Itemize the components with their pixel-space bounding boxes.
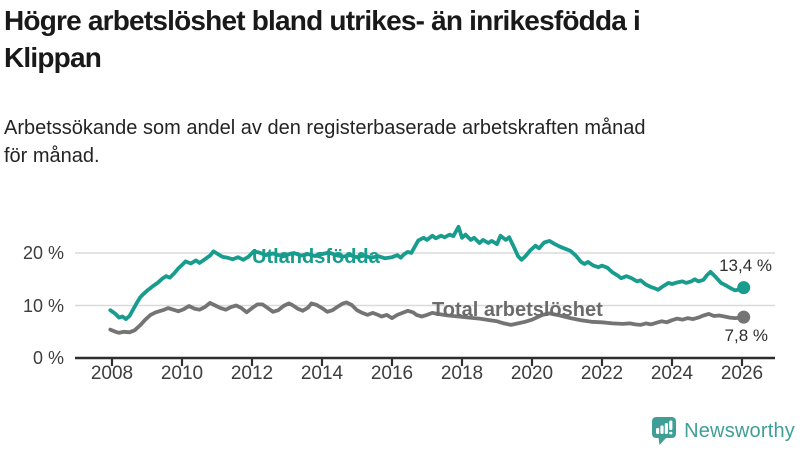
chart-subtitle-line2: för månad. — [4, 145, 100, 167]
series-line-0 — [108, 224, 746, 322]
series-end-dot-1 — [737, 310, 751, 324]
page-title-line2: Klippan — [4, 42, 102, 73]
x-tick-label-2024: 2024 — [650, 363, 694, 384]
brand-name: Newsworthy — [684, 419, 795, 442]
end-value-label-utlandsfodda: 13,4 % — [719, 256, 772, 275]
newsworthy-badge-icon — [652, 417, 677, 445]
x-tick-label-2012: 2012 — [230, 363, 274, 384]
chart-subtitle: Arbetssökande som andel av den registerb… — [4, 114, 764, 170]
x-tick-label-2010: 2010 — [160, 363, 204, 384]
newsworthy-logo: Newsworthy — [651, 415, 795, 447]
series-end-dot-0 — [737, 281, 751, 295]
x-tick-label-2018: 2018 — [440, 363, 484, 384]
x-tick-label-2014: 2014 — [300, 363, 344, 384]
page-title: Högre arbetslöshet bland utrikes- än inr… — [4, 2, 764, 76]
end-value-label-total: 7,8 % — [724, 326, 768, 345]
page-title-line1: Högre arbetslöshet bland utrikes- än inr… — [4, 5, 641, 36]
series-label-total-arbetsloshet: Total arbetslöshet — [432, 299, 603, 321]
x-tick-label-2008: 2008 — [90, 363, 134, 384]
x-tick-label-2020: 2020 — [510, 363, 554, 384]
x-tick-label-2016: 2016 — [370, 363, 414, 384]
series-line-1 — [108, 300, 746, 335]
x-tick-label-2026: 2026 — [720, 363, 764, 384]
x-tick-label-2022: 2022 — [580, 363, 624, 384]
y-tick-label-10: 10 % — [22, 295, 64, 316]
chart-subtitle-line1: Arbetssökande som andel av den registerb… — [4, 117, 646, 139]
series-label-utlandsfodda: Utlandsfödda — [252, 246, 380, 268]
y-tick-label-20: 20 % — [22, 243, 64, 263]
y-tick-label-0: 0 % — [32, 348, 64, 368]
